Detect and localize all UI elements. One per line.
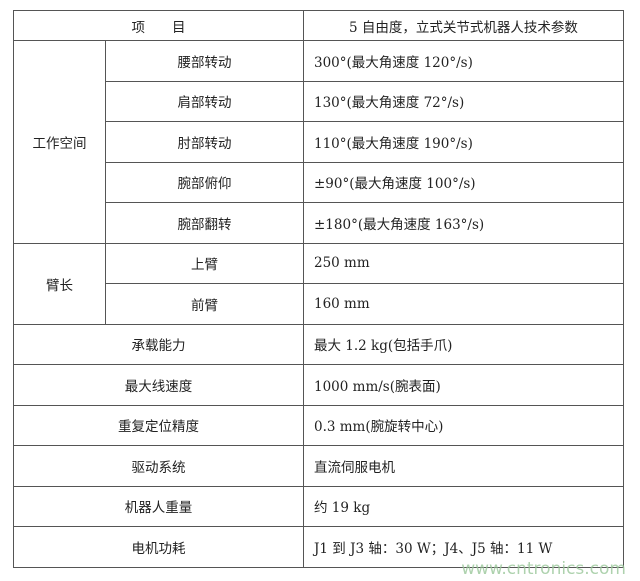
row-value: J1 到 J3 轴：30 W；J4、J5 轴：11 W bbox=[303, 526, 624, 568]
row-value: 约 19 kg bbox=[303, 485, 624, 527]
table-row: 驱动系统 直流伺服电机 bbox=[13, 445, 624, 487]
table-row: 机器人重量 约 19 kg bbox=[13, 485, 624, 527]
row-value: 160 mm bbox=[303, 283, 624, 325]
group-arm: 臂长 bbox=[13, 242, 106, 325]
row-name: 最大线速度 bbox=[13, 364, 304, 406]
header-row: 项 目 5 自由度，立式关节式机器人技术参数 bbox=[13, 10, 624, 41]
row-name: 肘部转动 bbox=[105, 121, 304, 163]
table-row: 腕部俯仰 ±90°(最大角速度 100°/s) bbox=[14, 161, 624, 203]
row-name: 前臂 bbox=[105, 283, 304, 325]
watermark: www.cntronics.com bbox=[461, 559, 626, 579]
table-row: 承载能力 最大 1.2 kg(包括手爪) bbox=[13, 323, 624, 365]
row-value: 1000 mm/s(腕表面) bbox=[303, 364, 624, 406]
robot-spec-table: 项 目 5 自由度，立式关节式机器人技术参数 工作空间 腰部转动 300°(最大… bbox=[13, 10, 624, 568]
row-value: 130°(最大角速度 72°/s) bbox=[303, 80, 624, 122]
row-value: ±90°(最大角速度 100°/s) bbox=[303, 161, 624, 203]
row-name: 上臂 bbox=[105, 242, 304, 284]
row-name: 腕部翻转 bbox=[105, 202, 304, 244]
row-name: 腕部俯仰 bbox=[105, 161, 304, 203]
row-value: 300°(最大角速度 120°/s) bbox=[303, 40, 624, 82]
row-name: 驱动系统 bbox=[13, 445, 304, 487]
row-name: 肩部转动 bbox=[105, 80, 304, 122]
table-row: 前臂 160 mm bbox=[14, 283, 624, 325]
table-row: 腕部翻转 ±180°(最大角速度 163°/s) bbox=[14, 202, 624, 244]
row-value: 0.3 mm(腕旋转中心) bbox=[303, 404, 624, 446]
row-name: 承载能力 bbox=[13, 323, 304, 365]
table-row: 最大线速度 1000 mm/s(腕表面) bbox=[13, 364, 624, 406]
table-row: 工作空间 腰部转动 300°(最大角速度 120°/s) bbox=[13, 40, 624, 244]
table-row: 重复定位精度 0.3 mm(腕旋转中心) bbox=[13, 404, 624, 446]
group-workspace: 工作空间 bbox=[13, 40, 106, 244]
header-params: 5 自由度，立式关节式机器人技术参数 bbox=[303, 10, 624, 41]
table-row: 电机功耗 J1 到 J3 轴：30 W；J4、J5 轴：11 W bbox=[13, 526, 624, 568]
header-item: 项 目 bbox=[13, 10, 304, 41]
row-value: ±180°(最大角速度 163°/s) bbox=[303, 202, 624, 244]
row-name: 机器人重量 bbox=[13, 485, 304, 527]
row-name: 电机功耗 bbox=[13, 526, 304, 568]
row-value: 直流伺服电机 bbox=[303, 445, 624, 487]
table-row: 肘部转动 110°(最大角速度 190°/s) bbox=[14, 121, 624, 163]
row-name: 腰部转动 bbox=[105, 40, 304, 82]
row-name: 重复定位精度 bbox=[13, 404, 304, 446]
row-value: 110°(最大角速度 190°/s) bbox=[303, 121, 624, 163]
table-row: 肩部转动 130°(最大角速度 72°/s) bbox=[14, 80, 624, 122]
row-value: 250 mm bbox=[303, 242, 624, 284]
row-value: 最大 1.2 kg(包括手爪) bbox=[303, 323, 624, 365]
table-row: 臂长 上臂 250 mm bbox=[13, 242, 624, 325]
